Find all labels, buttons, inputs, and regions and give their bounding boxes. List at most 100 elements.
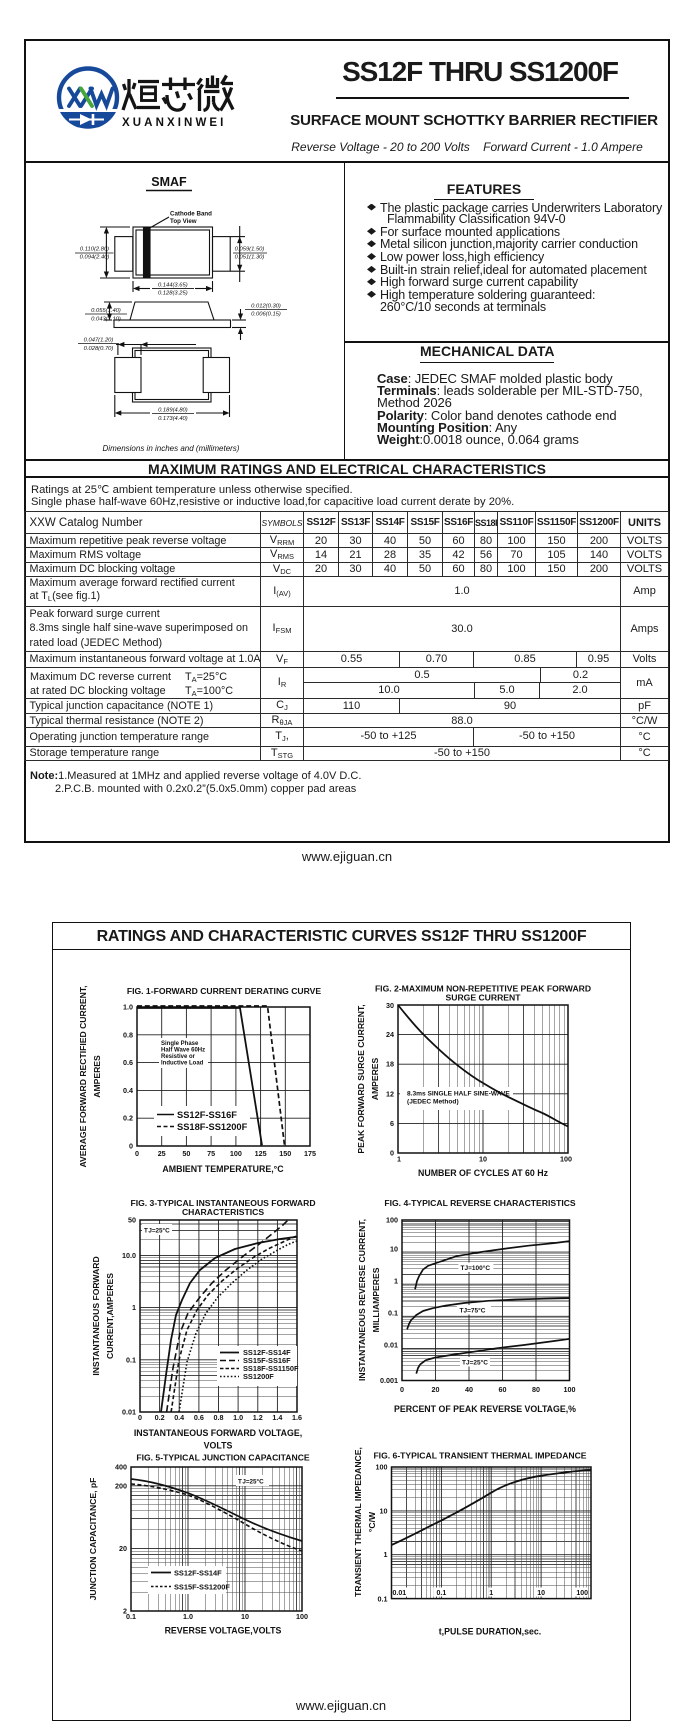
svg-text:PEAK FORWARD SURGE CURRENT,: PEAK FORWARD SURGE CURRENT,: [356, 1004, 366, 1153]
svg-text:0.173(4.40): 0.173(4.40): [158, 416, 188, 422]
svg-text:SS1200F: SS1200F: [243, 1372, 274, 1381]
svg-text:0.1: 0.1: [388, 1309, 398, 1318]
svg-text:FIG. 3-TYPICAL INSTANTANEOUS F: FIG. 3-TYPICAL INSTANTANEOUS FORWARD: [130, 1198, 315, 1208]
svg-text:SS18F-SS1150F: SS18F-SS1150F: [243, 1364, 299, 1373]
svg-text:0.6: 0.6: [123, 1058, 133, 1067]
svg-text:SS15F-SS16F: SS15F-SS16F: [243, 1356, 291, 1365]
svg-text:125: 125: [255, 1149, 267, 1158]
svg-text:0.059(1.50): 0.059(1.50): [235, 247, 265, 253]
svg-text:0.144(3.65): 0.144(3.65): [158, 283, 188, 289]
svg-text:75: 75: [207, 1149, 215, 1158]
svg-text:18: 18: [386, 1060, 394, 1069]
svg-text:50: 50: [128, 1216, 136, 1225]
svg-text:0.6: 0.6: [194, 1413, 204, 1422]
svg-text:T J=25°C: T J=25°C: [238, 1478, 264, 1486]
svg-text:25: 25: [158, 1149, 166, 1158]
svg-text:40: 40: [465, 1385, 473, 1394]
svg-text:0.001: 0.001: [380, 1376, 398, 1385]
svg-text:Single Phase: Single Phase: [161, 1041, 199, 1047]
svg-text:0.4: 0.4: [123, 1086, 133, 1095]
svg-text:1.0: 1.0: [233, 1413, 243, 1422]
svg-text:VOLTS: VOLTS: [204, 1441, 233, 1451]
svg-text:10: 10: [241, 1612, 249, 1621]
svg-text:10.0: 10.0: [122, 1251, 136, 1260]
svg-text:0: 0: [400, 1385, 404, 1394]
svg-text:8.3ms SINGLE HALF SINE-WAVE: 8.3ms SINGLE HALF SINE-WAVE: [407, 1091, 510, 1098]
svg-text:Top View: Top View: [170, 218, 197, 225]
svg-text:0.110(2.80): 0.110(2.80): [80, 247, 109, 253]
svg-text:1: 1: [132, 1303, 136, 1312]
svg-text:PERCENT OF PEAK REVERSE VOLTAG: PERCENT OF PEAK REVERSE VOLTAGE,%: [394, 1404, 576, 1414]
svg-text:FIG. 6-TYPICAL TRANSIENT THERM: FIG. 6-TYPICAL TRANSIENT THERMAL IMPEDAN…: [373, 1451, 586, 1461]
svg-text:Half Wave 60Hz: Half Wave 60Hz: [161, 1048, 205, 1054]
svg-text:FIG. 4-TYPICAL REVERSE CHARACT: FIG. 4-TYPICAL REVERSE CHARACTERISTICS: [384, 1198, 576, 1208]
svg-text:0.4: 0.4: [174, 1413, 184, 1422]
svg-text:NUMBER OF CYCLES AT 60 Hz: NUMBER OF CYCLES AT 60 Hz: [418, 1168, 549, 1178]
svg-text:0.006(0.15): 0.006(0.15): [251, 312, 281, 318]
svg-text:SURGE CURRENT: SURGE CURRENT: [446, 993, 522, 1003]
svg-text:AVERAGE FORWARD RECTIFIED CURR: AVERAGE FORWARD RECTIFIED CURRENT,: [78, 985, 88, 1167]
svg-text:0.043(1.10): 0.043(1.10): [91, 317, 121, 323]
svg-text:INSTANTANEOUS REVERSE CURRENT,: INSTANTANEOUS REVERSE CURRENT,: [357, 1219, 367, 1381]
svg-text:0: 0: [135, 1149, 139, 1158]
svg-text:FIG. 2-MAXIMUM NON-REPETITIVE: FIG. 2-MAXIMUM NON-REPETITIVE PEAK FORWA…: [375, 984, 591, 994]
svg-text:0.01: 0.01: [122, 1408, 136, 1417]
svg-text:0.8: 0.8: [123, 1030, 133, 1039]
svg-text:0.1: 0.1: [378, 1594, 388, 1603]
svg-text:1.0: 1.0: [183, 1612, 193, 1621]
svg-text:INSTANTANEOUS FORWARD VOLTAGE,: INSTANTANEOUS FORWARD VOLTAGE,: [134, 1428, 302, 1438]
svg-text:1: 1: [397, 1155, 401, 1164]
svg-text:0.094(2.40): 0.094(2.40): [80, 255, 110, 261]
svg-text:SS12F-SS14F: SS12F-SS14F: [243, 1348, 291, 1357]
svg-text:SS12F-SS14F: SS12F-SS14F: [174, 1569, 222, 1578]
svg-text:0.1: 0.1: [126, 1355, 136, 1364]
svg-text:Cathode Band: Cathode Band: [170, 211, 212, 218]
svg-text:100: 100: [576, 1590, 588, 1597]
svg-text:JUNCTION CAPACITANCE, pF: JUNCTION CAPACITANCE, pF: [88, 1478, 98, 1601]
svg-text:100: 100: [296, 1612, 308, 1621]
svg-text:1.4: 1.4: [272, 1413, 282, 1422]
svg-text:0.051(1.30): 0.051(1.30): [235, 255, 265, 261]
svg-text:Resistive or: Resistive or: [161, 1054, 196, 1060]
svg-text:0.1: 0.1: [126, 1612, 136, 1621]
svg-text:12: 12: [386, 1089, 394, 1098]
svg-text:175: 175: [304, 1149, 316, 1158]
svg-text:10: 10: [479, 1155, 487, 1164]
svg-text:SMAF: SMAF: [151, 175, 187, 189]
svg-text:(JEDEC Method): (JEDEC Method): [407, 1099, 459, 1106]
svg-text:400: 400: [115, 1463, 127, 1472]
svg-text:0: 0: [129, 1142, 133, 1151]
svg-text:CURRENT,AMPERES: CURRENT,AMPERES: [105, 1273, 115, 1359]
svg-text:FIG. 5-TYPICAL JUNCTION CAPACI: FIG. 5-TYPICAL JUNCTION CAPACITANCE: [136, 1453, 310, 1463]
svg-text:Inductive Load: Inductive Load: [161, 1061, 204, 1067]
svg-text:SS18F-SS1200F: SS18F-SS1200F: [177, 1122, 248, 1132]
svg-text:INSTANTANEOUS FORWARD: INSTANTANEOUS FORWARD: [91, 1256, 101, 1375]
svg-text:MILLIAMPERES: MILLIAMPERES: [371, 1267, 381, 1332]
svg-text:1.2: 1.2: [253, 1413, 263, 1422]
svg-text:TJ=25°C: TJ=25°C: [462, 1359, 488, 1367]
svg-text:1: 1: [394, 1277, 398, 1286]
svg-text:t,PULSE DURATION,sec.: t,PULSE DURATION,sec.: [439, 1627, 541, 1637]
svg-text:REVERSE VOLTAGE,VOLTS: REVERSE VOLTAGE,VOLTS: [165, 1626, 282, 1636]
svg-text:AMBIENT TEMPERATURE,°C: AMBIENT TEMPERATURE,°C: [162, 1164, 284, 1174]
svg-text:150: 150: [279, 1149, 291, 1158]
svg-text:0.2: 0.2: [155, 1413, 165, 1422]
svg-text:100: 100: [386, 1216, 398, 1225]
svg-text:TJ=75°C: TJ=75°C: [460, 1307, 486, 1315]
svg-text:100: 100: [376, 1463, 388, 1472]
svg-text:TJ=100°C: TJ=100°C: [461, 1264, 491, 1272]
svg-text:10: 10: [390, 1244, 398, 1253]
svg-text:100: 100: [560, 1155, 572, 1164]
svg-text:100: 100: [564, 1385, 576, 1394]
svg-text:6: 6: [390, 1119, 394, 1128]
svg-text:0.012(0.30): 0.012(0.30): [251, 304, 281, 310]
svg-text:AMPERES: AMPERES: [92, 1055, 102, 1098]
svg-text:0.8: 0.8: [214, 1413, 224, 1422]
svg-text:10: 10: [537, 1590, 545, 1597]
svg-text:SS15F-SS1200F: SS15F-SS1200F: [174, 1583, 230, 1592]
svg-text:SS12F-SS16F: SS12F-SS16F: [177, 1110, 237, 1120]
svg-text:TRANSIENT THERMAL IMPEDANCE,: TRANSIENT THERMAL IMPEDANCE,: [353, 1447, 363, 1597]
svg-text:0.189(4.80): 0.189(4.80): [158, 408, 188, 414]
svg-text:T J=25°C: T J=25°C: [144, 1227, 170, 1235]
svg-text:0.055(1.40): 0.055(1.40): [91, 308, 121, 314]
